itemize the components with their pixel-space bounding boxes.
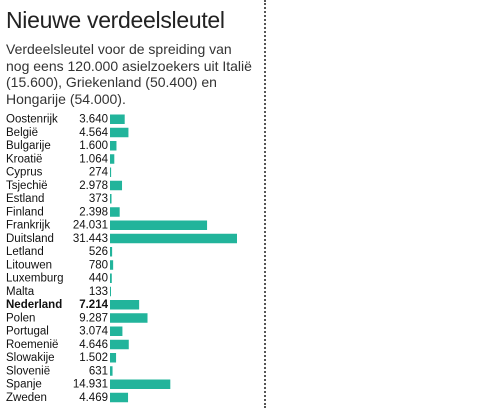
bar-bulgarije — [110, 141, 117, 151]
bar-luxemburg — [110, 273, 112, 283]
country-label-cyprus: Cyprus — [6, 167, 43, 179]
value-label-belgie-: 4.564 — [79, 127, 108, 139]
value-label-oostenrijk: 3.640 — [79, 114, 108, 126]
bar-malta — [110, 286, 111, 297]
value-label-litouwen: 780 — [89, 259, 108, 271]
country-label-nederland: Nederland — [6, 299, 62, 311]
bar-chart: Oostenrijk 3.640 België 4.564 Bulgarije 1.600… — [6, 114, 237, 404]
country-label-belgie-: België — [6, 127, 38, 139]
infographic-panel: Nieuwe verdeelsleutel Verdeelsleutel voo… — [6, 7, 252, 404]
country-label-bulgarije: Bulgarije — [6, 140, 51, 152]
value-label-frankrijk: 24.031 — [73, 220, 108, 232]
bar-duitsland — [110, 233, 237, 244]
bar-zweden — [110, 392, 129, 403]
bar-letland — [110, 247, 113, 257]
bar-belgie- — [110, 127, 129, 138]
value-label-portugal: 3.074 — [79, 326, 108, 338]
bar-frankrijk — [110, 220, 208, 230]
value-label-bulgarije: 1.600 — [79, 140, 108, 152]
country-label-estland: Estland — [6, 193, 44, 205]
value-label-slovenie-: 631 — [89, 365, 108, 377]
value-label-malta: 133 — [89, 286, 108, 298]
bar-slovenie- — [110, 366, 113, 376]
bar-finland — [110, 207, 120, 217]
value-label-polen: 9.287 — [79, 312, 108, 324]
value-label-estland: 373 — [89, 193, 108, 205]
empty-area — [268, 0, 500, 408]
value-label-slowakije: 1.502 — [79, 352, 108, 364]
country-label-luxemburg: Luxemburg — [6, 273, 64, 285]
bar-oostenrijk — [110, 114, 125, 124]
value-label-roemenie-: 4.646 — [79, 339, 108, 351]
country-label-slowakije: Slowakije — [6, 352, 55, 364]
bar-tsjechie- — [110, 180, 123, 191]
value-label-finland: 2.398 — [79, 206, 108, 218]
country-label-slovenie-: Slovenië — [6, 365, 50, 377]
country-label-finland: Finland — [6, 206, 44, 218]
bar-portugal — [110, 326, 123, 336]
dotted-divider — [264, 0, 266, 408]
bar-estland — [110, 194, 112, 204]
bar-roemenie- — [110, 339, 129, 350]
country-label-portugal: Portugal — [6, 326, 49, 338]
bar-spanje — [110, 379, 171, 389]
chart-subtitle: Verdeelsleutel voor de spreiding van nog… — [6, 41, 252, 107]
value-label-tsjechie-: 2.978 — [79, 180, 108, 192]
value-label-zweden: 4.469 — [79, 392, 108, 404]
country-label-kroatie-: Kroatië — [6, 153, 42, 165]
bar-polen — [110, 313, 148, 323]
bar-cyprus — [110, 167, 112, 177]
bar-nederland — [110, 300, 140, 310]
value-label-spanje: 14.931 — [73, 379, 108, 391]
bar-kroatie- — [110, 154, 115, 164]
value-label-letland: 526 — [89, 246, 108, 258]
country-label-oostenrijk: Oostenrijk — [6, 114, 58, 126]
value-label-cyprus: 274 — [89, 167, 109, 179]
value-label-luxemburg: 440 — [89, 273, 108, 285]
country-label-letland: Letland — [6, 246, 44, 258]
chart-title: Nieuwe verdeelsleutel — [6, 7, 225, 33]
bar-slowakije — [110, 353, 117, 363]
country-label-malta: Malta — [6, 286, 35, 298]
value-label-kroatie-: 1.064 — [79, 153, 108, 165]
country-label-polen: Polen — [6, 312, 35, 324]
country-label-litouwen: Litouwen — [6, 259, 52, 271]
value-label-nederland: 7.214 — [79, 299, 108, 311]
country-label-duitsland: Duitsland — [6, 233, 54, 245]
country-label-tsjechie-: Tsjechië — [6, 180, 48, 192]
bar-litouwen — [110, 260, 114, 270]
country-label-roemenie-: Roemenië — [6, 339, 58, 351]
country-label-zweden: Zweden — [6, 392, 47, 404]
country-label-spanje: Spanje — [6, 379, 42, 391]
value-label-duitsland: 31.443 — [73, 233, 108, 245]
country-label-frankrijk: Frankrijk — [6, 220, 50, 232]
